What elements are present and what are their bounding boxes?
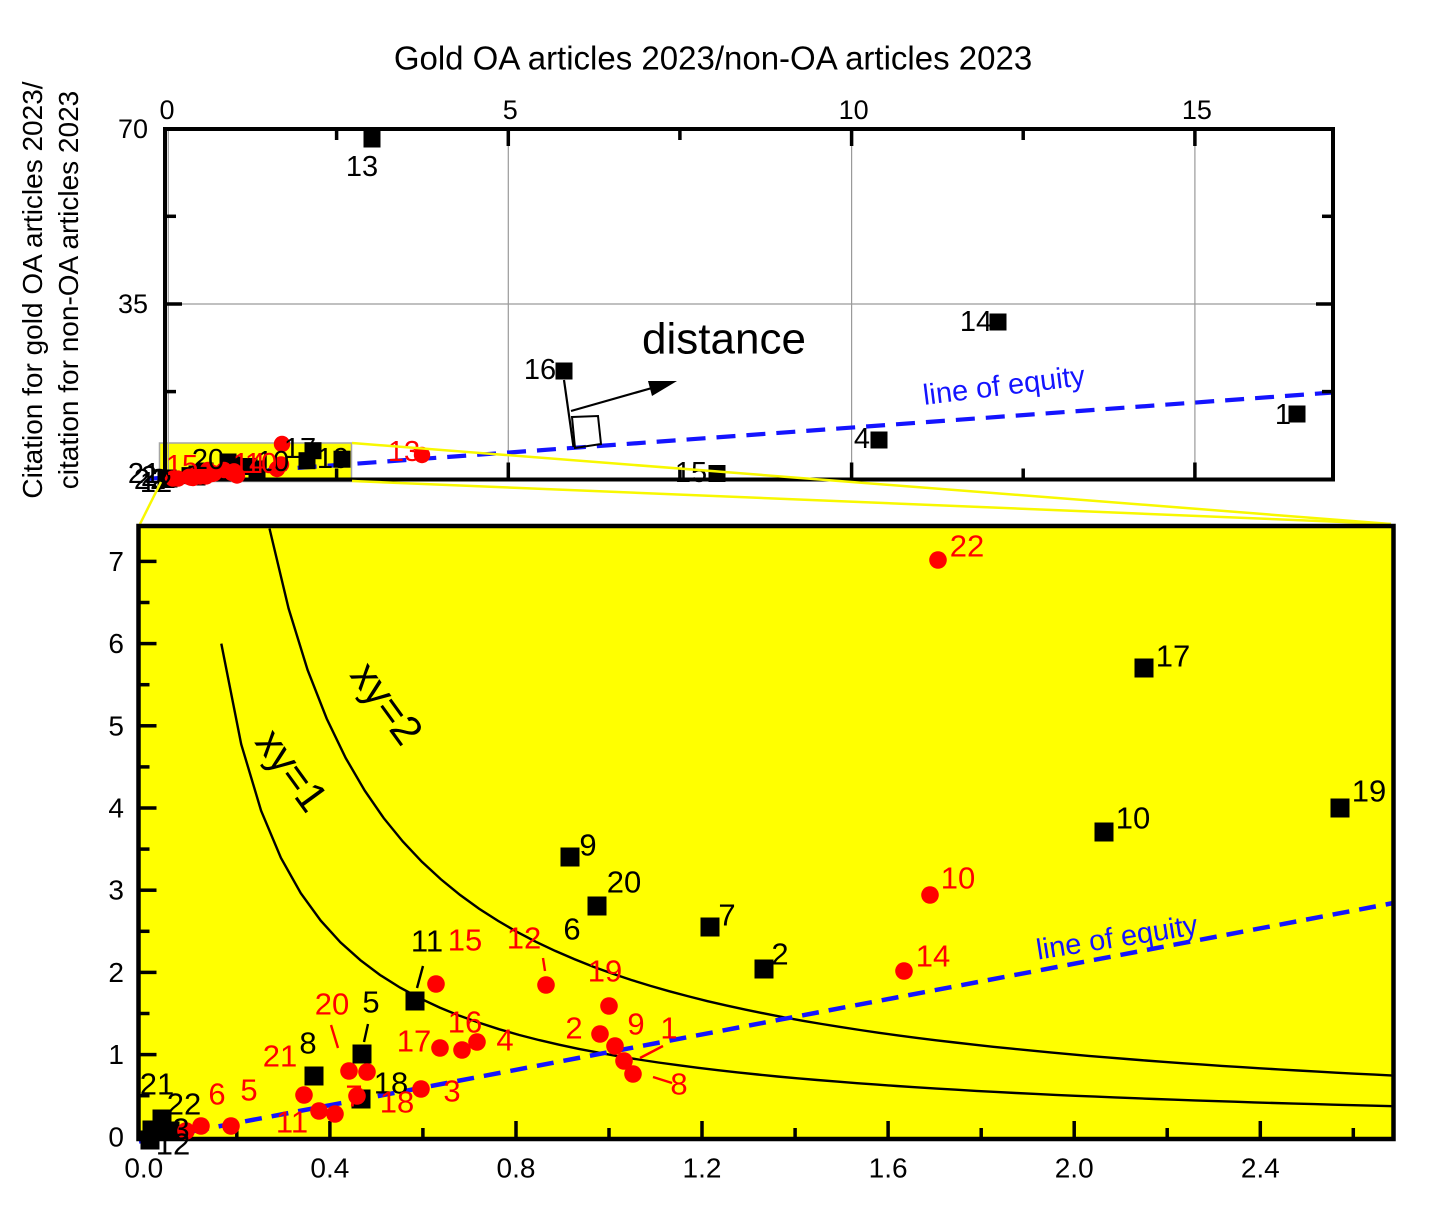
svg-text:20: 20 — [192, 444, 224, 476]
svg-text:10: 10 — [257, 446, 289, 478]
svg-text:3: 3 — [443, 1074, 460, 1109]
svg-text:distance: distance — [642, 315, 806, 364]
svg-text:4: 4 — [108, 793, 124, 824]
svg-text:7: 7 — [345, 1079, 362, 1114]
svg-text:2: 2 — [108, 957, 124, 988]
svg-text:18: 18 — [380, 1085, 414, 1120]
svg-text:17: 17 — [284, 433, 316, 465]
svg-text:Citation for gold OA articles: Citation for gold OA articles 2023/citat… — [17, 81, 84, 498]
svg-text:35: 35 — [118, 289, 148, 319]
svg-text:17: 17 — [397, 1024, 431, 1059]
svg-text:12: 12 — [156, 1127, 190, 1162]
svg-text:16: 16 — [448, 1005, 482, 1040]
svg-text:15: 15 — [675, 457, 707, 489]
svg-text:13: 13 — [346, 151, 378, 183]
svg-text:13: 13 — [388, 436, 420, 468]
svg-text:12: 12 — [507, 921, 541, 956]
svg-text:16: 16 — [524, 354, 556, 386]
svg-text:0: 0 — [159, 95, 174, 125]
svg-text:15: 15 — [166, 450, 198, 482]
svg-text:1: 1 — [1275, 399, 1291, 431]
svg-text:5: 5 — [108, 710, 124, 741]
svg-text:2: 2 — [141, 461, 157, 493]
svg-text:10: 10 — [245, 448, 277, 480]
svg-text:9: 9 — [627, 1007, 644, 1042]
svg-text:5: 5 — [240, 1073, 257, 1108]
svg-text:14: 14 — [233, 448, 265, 480]
svg-text:10: 10 — [839, 95, 869, 125]
svg-text:8: 8 — [670, 1067, 687, 1102]
svg-text:19: 19 — [1352, 774, 1386, 809]
svg-text:6: 6 — [108, 628, 124, 659]
svg-text:1: 1 — [108, 1039, 124, 1070]
svg-text:21: 21 — [140, 1067, 174, 1102]
svg-text:2.0: 2.0 — [1055, 1153, 1094, 1184]
svg-text:5: 5 — [503, 95, 518, 125]
svg-text:14: 14 — [960, 306, 992, 338]
svg-text:22: 22 — [134, 464, 166, 496]
svg-text:19: 19 — [317, 443, 349, 475]
svg-text:6: 6 — [208, 1077, 225, 1112]
svg-text:2: 2 — [771, 937, 788, 972]
svg-text:14: 14 — [916, 939, 950, 974]
svg-text:3: 3 — [172, 1112, 189, 1147]
svg-text:11: 11 — [276, 1105, 308, 1140]
svg-text:7: 7 — [718, 898, 735, 933]
svg-text:10: 10 — [941, 861, 975, 896]
svg-text:22: 22 — [950, 529, 984, 564]
svg-text:18: 18 — [374, 1066, 408, 1101]
svg-text:4: 4 — [854, 423, 870, 455]
svg-text:19: 19 — [588, 954, 622, 989]
svg-text:0.8: 0.8 — [497, 1153, 536, 1184]
svg-text:0.4: 0.4 — [310, 1153, 349, 1184]
svg-text:15: 15 — [448, 923, 482, 958]
svg-text:1: 1 — [660, 1011, 677, 1046]
svg-text:3: 3 — [152, 464, 168, 496]
svg-text:1.2: 1.2 — [683, 1153, 722, 1184]
svg-text:Gold OA articles 2023/non-OA a: Gold OA articles 2023/non-OA articles 20… — [394, 40, 1032, 77]
svg-text:5: 5 — [362, 985, 379, 1020]
svg-text:15: 15 — [1182, 95, 1212, 125]
svg-text:20: 20 — [315, 987, 349, 1022]
svg-text:17: 17 — [1156, 639, 1190, 674]
svg-text:7: 7 — [108, 546, 124, 577]
svg-text:9: 9 — [579, 828, 596, 863]
svg-text:70: 70 — [118, 114, 148, 144]
svg-text:21: 21 — [128, 458, 160, 490]
svg-text:1.6: 1.6 — [869, 1153, 908, 1184]
svg-text:11: 11 — [411, 924, 443, 959]
svg-text:21: 21 — [263, 1039, 297, 1074]
svg-text:8: 8 — [299, 1026, 316, 1061]
svg-text:2: 2 — [565, 1011, 582, 1046]
svg-text:6: 6 — [563, 912, 580, 947]
svg-text:0: 0 — [108, 1121, 124, 1152]
svg-text:3: 3 — [108, 875, 124, 906]
svg-text:0.0: 0.0 — [124, 1153, 163, 1184]
svg-text:2.4: 2.4 — [1241, 1153, 1280, 1184]
svg-text:22: 22 — [167, 1087, 201, 1122]
svg-text:20: 20 — [607, 865, 641, 900]
svg-text:4: 4 — [496, 1023, 513, 1058]
svg-text:10: 10 — [1116, 801, 1150, 836]
